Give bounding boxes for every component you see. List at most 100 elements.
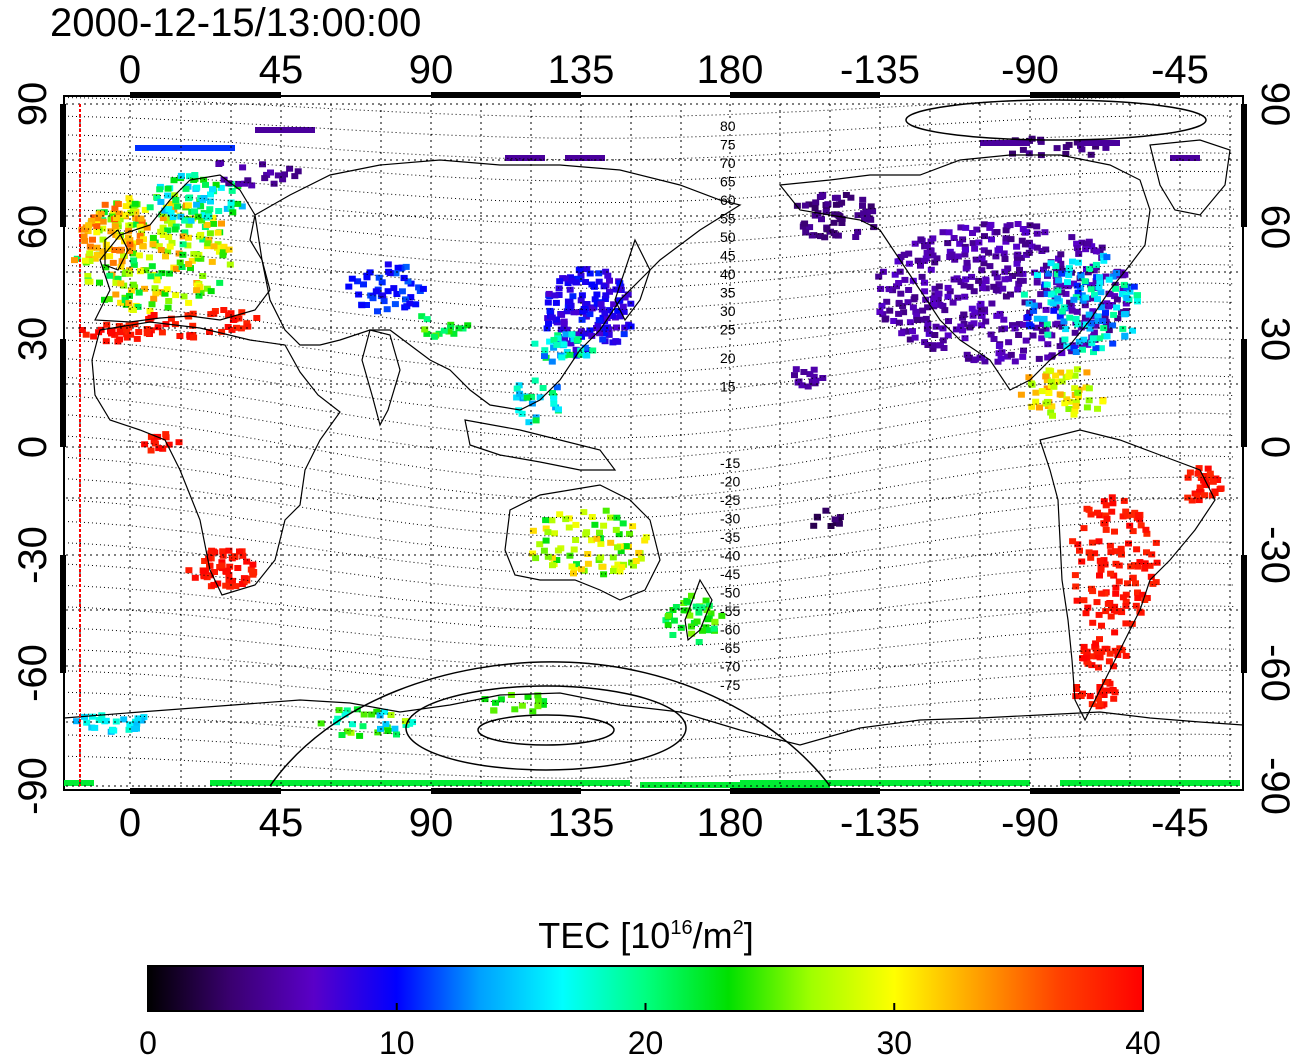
lat-tick-left: 0	[11, 436, 55, 458]
tec-cell	[981, 358, 989, 365]
tec-cell	[373, 708, 381, 715]
tec-cell	[1033, 230, 1041, 237]
tec-cell	[1052, 321, 1060, 328]
tec-cell	[1102, 526, 1110, 533]
tec-cell	[1052, 372, 1060, 379]
tec-cell	[1004, 353, 1012, 360]
mag-contour	[64, 498, 1235, 556]
tec-cell	[595, 270, 603, 277]
contour-labels: 80 75 70 65 60 55 50 45 40 35 30 25 20 15 -15 -20 -25 -30…	[720, 118, 740, 693]
tec-cell	[1084, 240, 1092, 247]
contour-label: -70	[720, 659, 740, 675]
tec-cell	[201, 558, 209, 564]
tec-cell	[1085, 311, 1093, 318]
tec-cell	[806, 371, 814, 378]
tec-cell	[1211, 490, 1219, 496]
tec-cell	[127, 209, 135, 216]
tec-cell	[949, 299, 957, 306]
tec-cell	[1097, 345, 1105, 352]
tec-cell	[114, 276, 122, 282]
tec-cell	[544, 529, 552, 536]
coastline	[361, 329, 401, 427]
tec-cell	[992, 287, 1000, 293]
tec-cell	[1070, 411, 1078, 418]
tec-cell	[106, 253, 114, 260]
tec-cell	[568, 277, 576, 284]
tec-cell	[978, 255, 986, 262]
tec-cell	[1072, 693, 1080, 700]
tec-cell	[556, 511, 564, 518]
tec-cell	[185, 221, 193, 228]
tec-cell	[885, 286, 893, 293]
tec-cell	[197, 203, 205, 210]
tec-cell	[664, 621, 672, 628]
tec-cell	[513, 385, 521, 392]
tec-cell	[84, 273, 92, 279]
tec-cell	[1119, 286, 1127, 292]
tec-cell	[154, 273, 162, 280]
tec-cell	[1087, 320, 1095, 327]
tec-cell	[1082, 294, 1090, 301]
tec-cell	[905, 287, 913, 293]
tec-cell	[1052, 263, 1060, 270]
tec-cell	[969, 312, 977, 319]
tec-cell	[1093, 599, 1101, 606]
tec-cell	[181, 229, 189, 236]
tec-cell	[105, 296, 113, 303]
tec-cell	[135, 252, 143, 259]
tec-cell	[1027, 323, 1035, 330]
tec-cell	[1096, 636, 1103, 643]
tec-cell	[1152, 579, 1160, 586]
tec-cell	[944, 293, 952, 300]
tec-cell	[93, 229, 101, 236]
tec-cell	[577, 297, 585, 304]
tec-cell	[162, 434, 170, 441]
tec-cell	[970, 288, 978, 295]
tec-cell	[961, 293, 969, 300]
tec-cell	[877, 285, 885, 292]
tec-cell	[368, 711, 376, 718]
tec-cell	[244, 323, 252, 330]
tec-cell	[578, 292, 586, 299]
tec-cell	[159, 232, 167, 238]
tec-cell	[209, 186, 216, 193]
tec-cell	[1073, 684, 1080, 690]
tec-cell	[380, 298, 388, 305]
tec-cell	[591, 296, 599, 303]
tec-cell	[1136, 559, 1144, 566]
tec-cell	[1063, 343, 1071, 350]
tec-cell	[111, 247, 119, 253]
tec-cell	[132, 208, 140, 215]
tec-cell	[583, 330, 591, 337]
tec-cell	[1038, 328, 1046, 335]
tec-cell	[391, 301, 399, 308]
tec-cell	[392, 270, 400, 277]
tec-cell	[555, 292, 563, 298]
tec-cell	[186, 173, 193, 180]
tec-cell	[599, 563, 607, 570]
tec-cell	[529, 550, 537, 557]
tec-cell	[1095, 538, 1103, 545]
tec-cell	[1095, 284, 1103, 291]
tec-cell	[228, 187, 236, 194]
tec-cell	[175, 439, 183, 446]
tec-cell	[184, 202, 192, 209]
tec-cell	[812, 199, 820, 206]
lon-tick-top: -45	[1151, 48, 1209, 92]
tec-cell	[831, 194, 839, 201]
tec-cell	[200, 212, 208, 219]
tec-cell	[217, 159, 225, 166]
tec-cell	[607, 539, 615, 546]
tec-cell	[612, 526, 620, 533]
tec-cell	[317, 720, 325, 727]
tec-cell	[818, 216, 825, 223]
tec-cell	[151, 285, 159, 292]
tec-cell	[114, 201, 122, 207]
tec-cell	[1087, 653, 1095, 660]
lat-tick-left: -90	[11, 757, 55, 815]
tec-cell	[1054, 295, 1062, 302]
tec-cell	[153, 276, 161, 283]
tec-cell	[1073, 366, 1081, 373]
tec-cell	[86, 258, 94, 264]
tec-cell	[554, 332, 562, 339]
